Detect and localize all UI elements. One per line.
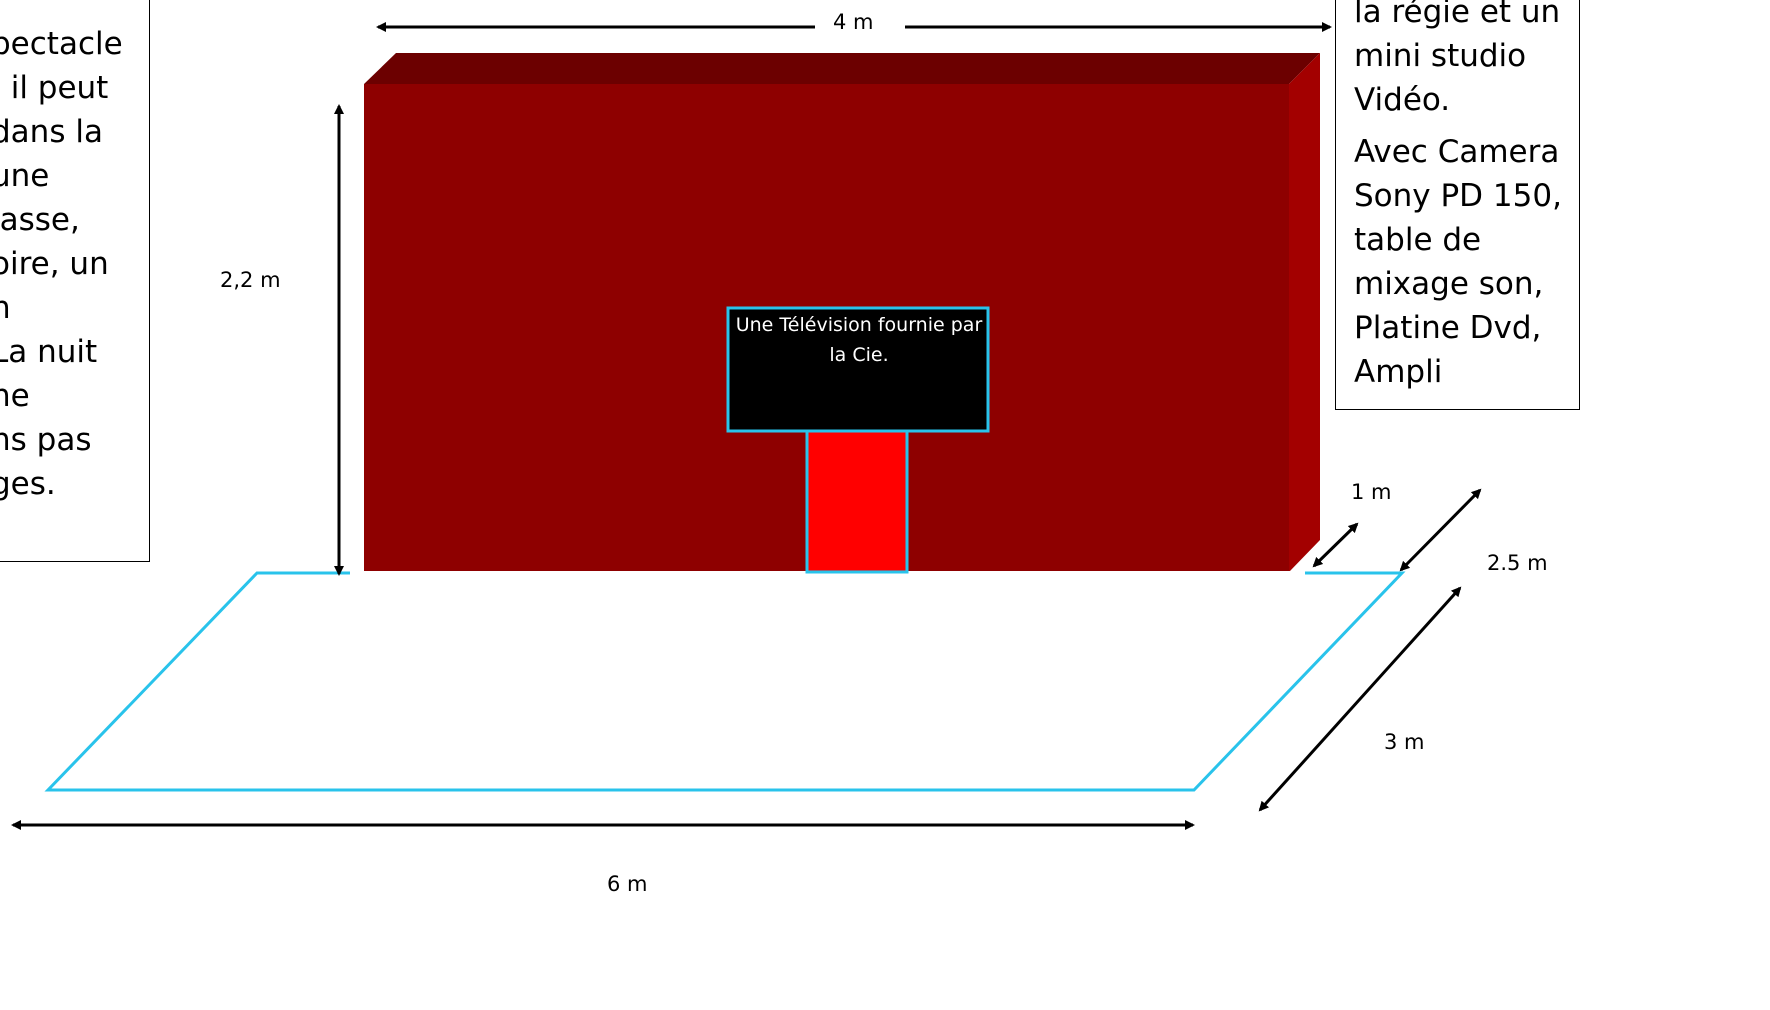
left-text-box: pectacle , il peut dans la une lasse, oi… <box>0 0 150 562</box>
right-text-line: Ampli <box>1354 354 1443 390</box>
left-text-line: pectacle <box>0 26 123 62</box>
tv-stand <box>805 428 909 574</box>
depth-total-label: 2.5 m <box>1487 551 1548 575</box>
right-text-paragraph: Avec Camera Sony PD 150, table de mixage… <box>1354 130 1579 394</box>
depth-side-arrow <box>1312 522 1359 568</box>
right-text-line: Vidéo. <box>1354 82 1451 118</box>
wall-top <box>364 53 1320 84</box>
width-top-label: 4 m <box>833 10 874 34</box>
left-text-line: La nuit <box>0 334 98 370</box>
left-text-line: lasse, <box>0 202 80 238</box>
height-label: 2,2 m <box>220 268 281 292</box>
depth-total-arrow <box>1399 488 1482 572</box>
right-text-line: mini studio <box>1354 38 1527 74</box>
right-text-line: Sony PD 150, <box>1354 178 1562 214</box>
tv-label: Une Télévision fournie par la Cie. <box>735 314 983 366</box>
left-text-line: , il peut <box>0 70 109 106</box>
left-text-line: ns pas <box>0 422 92 458</box>
left-text-line: ges. <box>0 466 56 502</box>
right-text-line: table de <box>1354 222 1482 258</box>
wall-side <box>1289 53 1320 572</box>
left-text-line: ne <box>0 378 30 414</box>
left-text-line: n <box>0 286 129 330</box>
width-floor-label: 6 m <box>607 872 648 896</box>
right-text-box: la régie et un mini studio Vidéo. Avec C… <box>1335 0 1580 410</box>
floor-outline <box>44 571 1406 792</box>
right-text-line: la régie et un <box>1354 0 1561 30</box>
right-text-line: Avec Camera <box>1354 134 1560 170</box>
left-text-line: dans la <box>0 114 103 150</box>
left-text-line: oire, un <box>0 246 109 282</box>
depth-side-label: 1 m <box>1351 480 1392 504</box>
right-text-paragraph: la régie et un mini studio Vidéo. <box>1354 0 1579 122</box>
tv-screen <box>726 306 990 433</box>
depth-floor-arrow <box>1258 586 1462 812</box>
depth-floor-label: 3 m <box>1384 730 1425 754</box>
left-text-line: une <box>0 158 50 194</box>
right-text-line: mixage son, <box>1354 266 1544 302</box>
right-text-line: Platine Dvd, <box>1354 310 1542 346</box>
